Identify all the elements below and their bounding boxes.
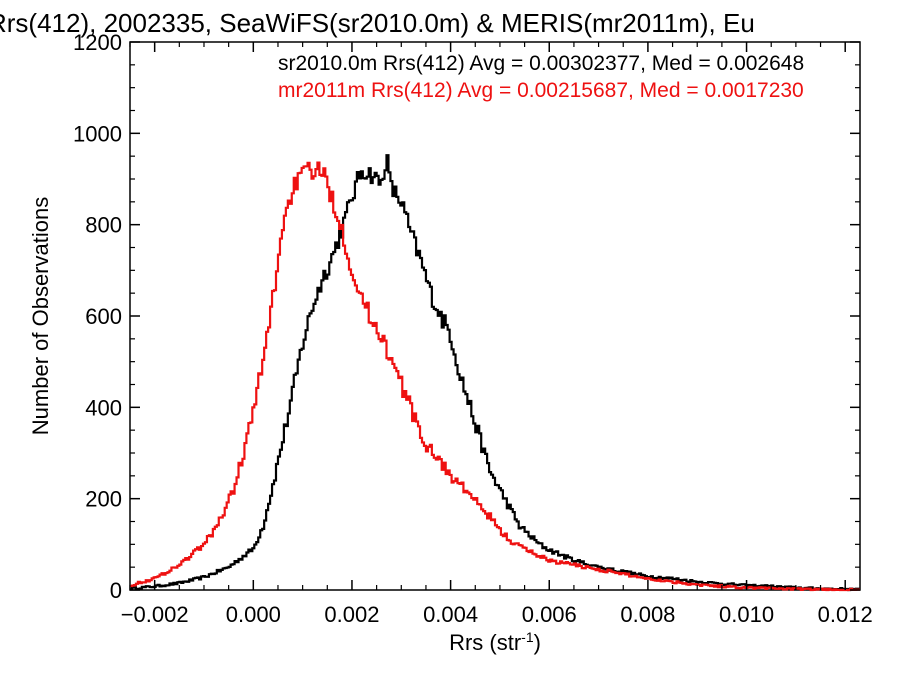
annotation-sr2010: sr2010.0m Rrs(412) Avg = 0.00302377, Med… [278, 52, 804, 75]
x-axis-title: Rrs (str-1) [449, 629, 541, 655]
plot-frame [129, 41, 861, 591]
y-tick-label: 400 [85, 395, 122, 420]
x-axis-title-sup: -1 [521, 629, 534, 645]
y-axis-title: Number of Observations [28, 197, 53, 435]
series-layer [130, 154, 860, 592]
series-sr2010.0m-histogram [130, 154, 860, 592]
annotation-mr2011: mr2011m Rrs(412) Avg = 0.00215687, Med =… [278, 79, 804, 102]
y-tick-label: 1200 [73, 30, 122, 55]
chart-title: Rrs(412), 2002335, SeaWiFS(sr2010.0m) & … [0, 8, 755, 38]
x-axis-title-main: Rrs (str [449, 630, 521, 655]
x-tick-label: −0.002 [121, 602, 189, 627]
y-axis: 0 200 400 600 800 1000 1200 [73, 30, 860, 603]
y-tick-label: 0 [110, 578, 122, 603]
y-tick-label: 800 [85, 213, 122, 238]
y-tick-label: 600 [85, 304, 122, 329]
x-tick-label: 0.010 [719, 602, 774, 627]
x-tick-label: 0.008 [620, 602, 675, 627]
series-mr2011m-histogram [130, 161, 860, 592]
x-axis: −0.002 0.000 0.002 0.004 0.006 0.008 0.010 0.01… [121, 42, 873, 627]
y-tick-label: 200 [85, 487, 122, 512]
y-tick-label: 1000 [73, 121, 122, 146]
x-tick-label: 0.002 [324, 602, 379, 627]
x-tick-label: 0.004 [423, 602, 478, 627]
x-tick-label: 0.006 [522, 602, 577, 627]
x-tick-label: 0.000 [226, 602, 281, 627]
x-tick-label: 0.012 [818, 602, 873, 627]
x-axis-title-close: ) [534, 630, 541, 655]
